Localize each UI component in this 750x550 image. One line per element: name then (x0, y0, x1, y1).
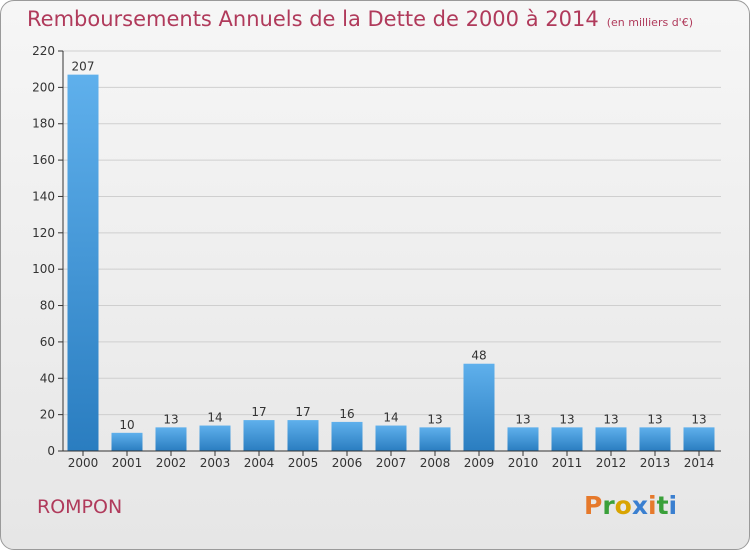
bar (331, 421, 363, 451)
logo-letter: x (631, 491, 648, 520)
x-tick-label: 2005 (288, 456, 319, 470)
y-tick-label: 60 (40, 335, 55, 349)
bar (243, 420, 275, 451)
x-tick-label: 2003 (200, 456, 231, 470)
data-label: 48 (471, 349, 486, 363)
data-label: 14 (207, 411, 222, 425)
data-label: 13 (559, 412, 574, 426)
logo-letter: r (602, 491, 615, 520)
data-label: 16 (339, 407, 354, 421)
y-tick-label: 140 (32, 189, 55, 203)
data-label: 14 (383, 411, 398, 425)
y-tick-label: 180 (32, 117, 55, 131)
y-tick-label: 200 (32, 80, 55, 94)
y-tick-label: 120 (32, 226, 55, 240)
bar (551, 427, 583, 451)
x-tick-label: 2007 (376, 456, 407, 470)
x-tick-label: 2006 (332, 456, 363, 470)
data-label: 17 (251, 405, 266, 419)
bar (287, 420, 319, 451)
chart-title-text: Remboursements Annuels de la Dette de 20… (27, 7, 599, 31)
x-tick-label: 2002 (156, 456, 187, 470)
logo-letter: t (656, 491, 669, 520)
bar (595, 427, 627, 451)
data-label: 10 (119, 418, 134, 432)
data-label: 13 (647, 412, 662, 426)
bar (507, 427, 539, 451)
x-tick-label: 2013 (640, 456, 671, 470)
y-tick-label: 160 (32, 153, 55, 167)
y-tick-label: 20 (40, 408, 55, 422)
x-tick-label: 2008 (420, 456, 451, 470)
y-tick-label: 220 (32, 44, 55, 58)
grid-lines (63, 50, 721, 416)
data-label: 13 (515, 412, 530, 426)
logo-letter: o (614, 491, 632, 520)
bar (111, 432, 143, 451)
bar (463, 363, 495, 451)
y-tick-label: 100 (32, 262, 55, 276)
data-label: 13 (603, 412, 618, 426)
x-tick-label: 2011 (552, 456, 583, 470)
chart-title: Remboursements Annuels de la Dette de 20… (27, 7, 693, 31)
x-tick-label: 2001 (112, 456, 143, 470)
chart-unit: (en milliers d'€) (606, 16, 693, 29)
data-label: 17 (295, 405, 310, 419)
axes: 0 20 40 60 80 100 120 140 160 180 200 220 2000 2001 20… (32, 44, 721, 470)
logo-letter: i (648, 491, 657, 520)
bar (155, 427, 187, 451)
logo-letter: P (584, 491, 603, 520)
x-tick-label: 2000 (68, 456, 99, 470)
y-tick-label: 0 (47, 444, 55, 458)
data-label: 13 (691, 412, 706, 426)
commune-name: ROMPON (37, 496, 123, 518)
y-tick-label: 40 (40, 371, 55, 385)
bar (375, 425, 407, 451)
bar (199, 425, 231, 451)
bar (639, 427, 671, 451)
logo-letter: i (668, 491, 678, 520)
data-labels: 207 10 13 14 17 17 16 14 13 48 13 13 13 13 13 (72, 60, 707, 432)
proxiti-logo: Proxiti (584, 491, 677, 520)
y-tick-label: 80 (40, 299, 55, 313)
bar (419, 427, 451, 451)
x-tick-label: 2012 (596, 456, 627, 470)
data-label: 13 (427, 412, 442, 426)
x-tick-label: 2004 (244, 456, 275, 470)
data-label: 207 (72, 60, 95, 74)
bar (67, 74, 99, 452)
bar (683, 427, 715, 451)
x-tick-label: 2014 (684, 456, 715, 470)
bars (67, 74, 715, 452)
x-tick-label: 2010 (508, 456, 539, 470)
x-tick-label: 2009 (464, 456, 495, 470)
data-label: 13 (163, 412, 178, 426)
